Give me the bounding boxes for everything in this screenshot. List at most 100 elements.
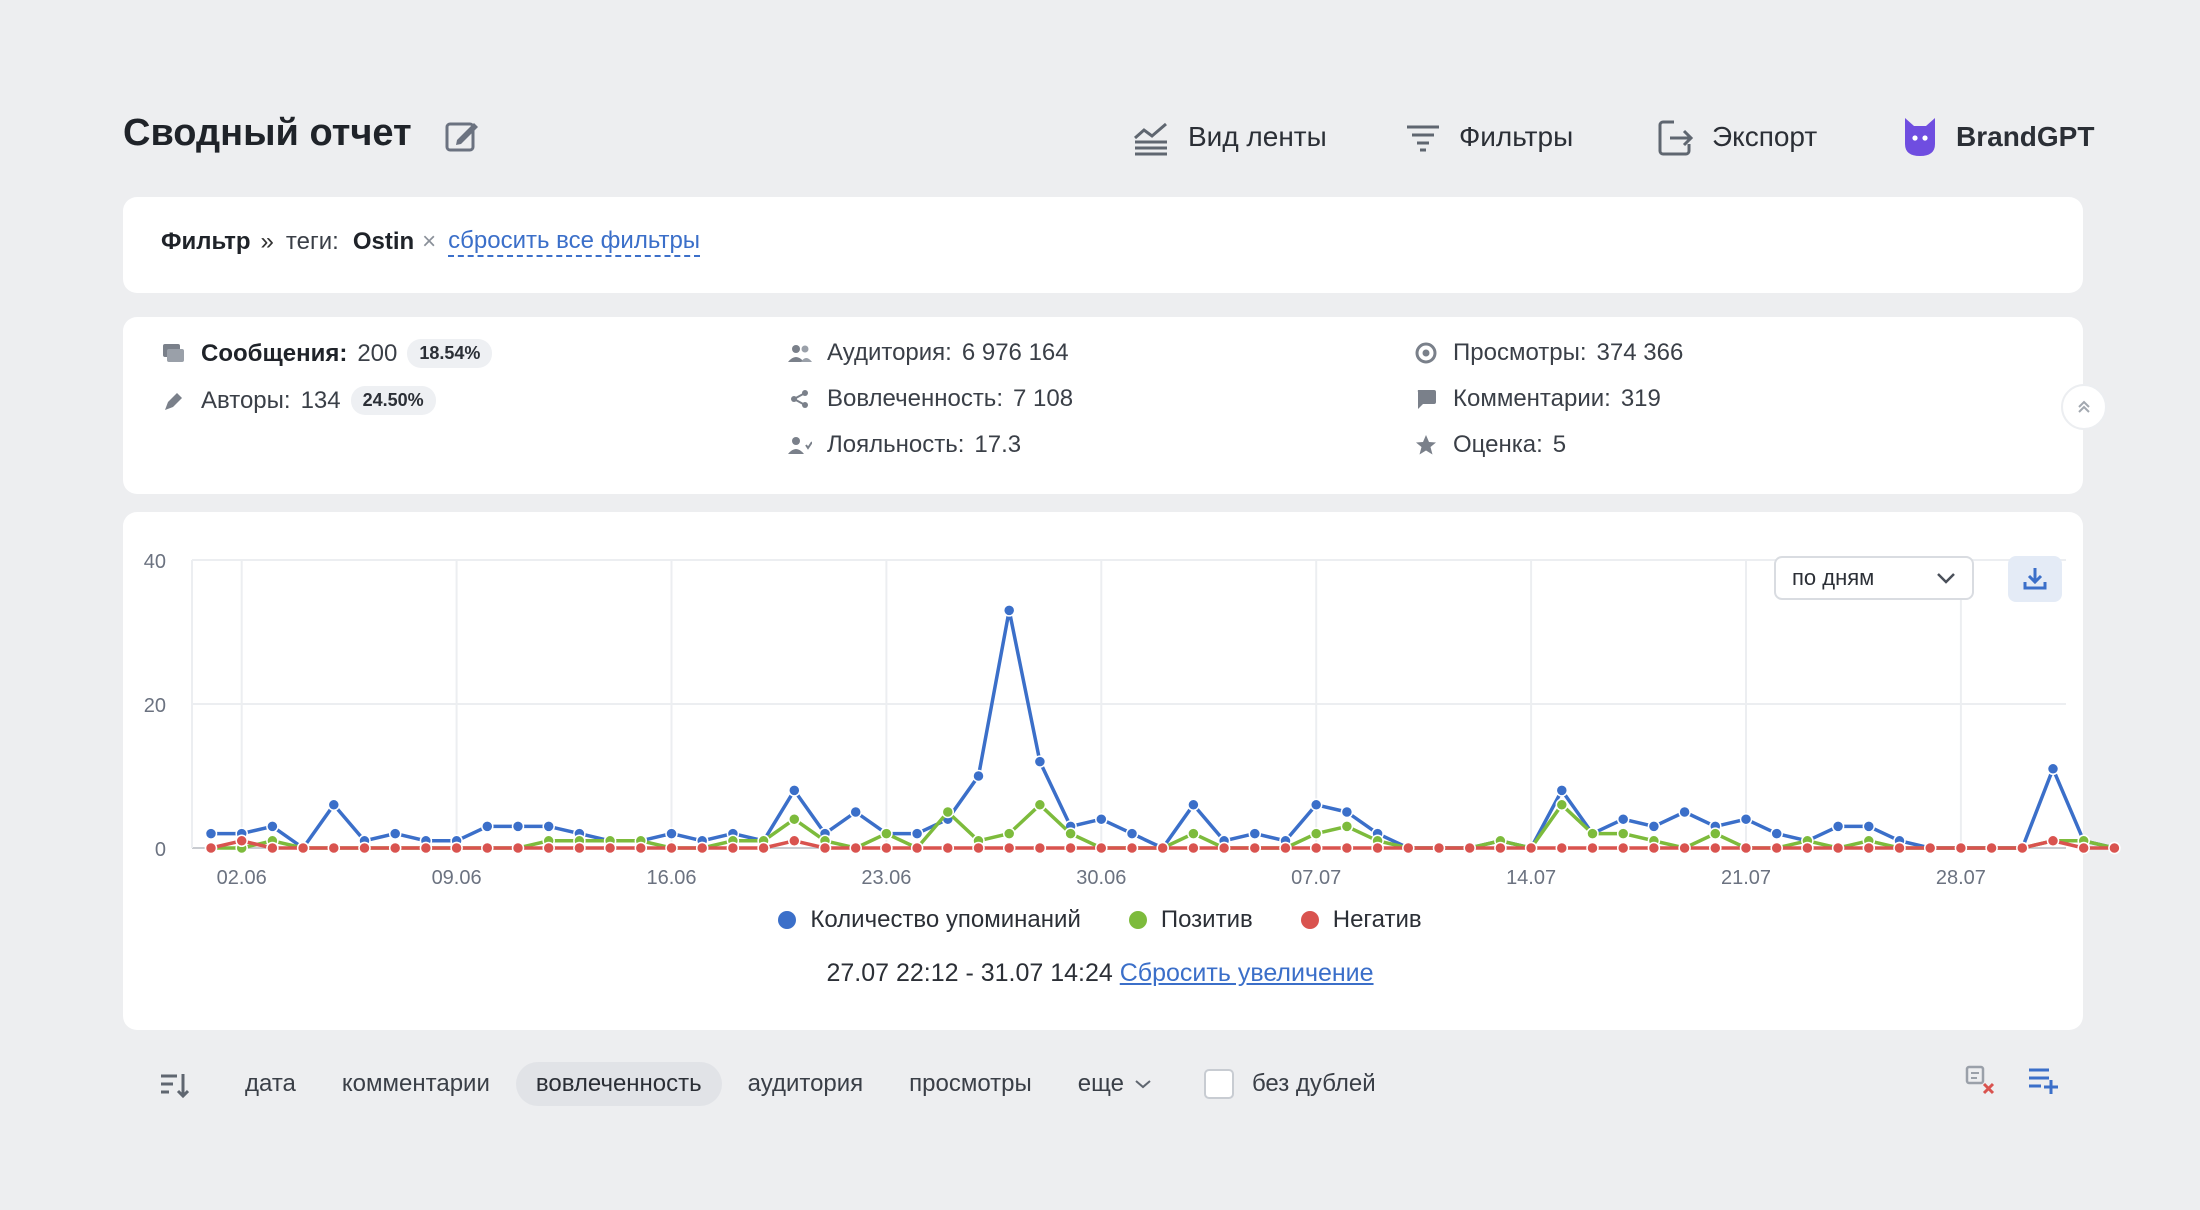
data-point-series-2: [941, 841, 955, 855]
x-tick-label: 16.06: [646, 867, 696, 889]
data-point-series-2: [1340, 841, 1354, 855]
data-point-series-1: [1616, 827, 1630, 840]
data-point-series-2: [1555, 841, 1569, 855]
data-point-series-0: [1831, 820, 1845, 833]
data-point-series-0: [2046, 762, 2060, 776]
sort-option[interactable]: аудитория: [747, 1070, 864, 1097]
data-point-series-2: [327, 841, 341, 855]
export-button[interactable]: Экспорт: [1658, 112, 1817, 162]
data-point-series-2: [665, 841, 678, 855]
data-point-series-1: [1709, 827, 1722, 840]
data-point-series-1: [1002, 827, 1016, 840]
data-point-series-2: [511, 841, 525, 855]
data-point-series-2: [1187, 841, 1200, 855]
data-point-series-0: [972, 769, 985, 783]
legend-mentions[interactable]: Количество упоминаний: [778, 906, 1081, 934]
legend-positive[interactable]: Позитив: [1128, 906, 1253, 934]
period-select[interactable]: по дням: [1774, 556, 1974, 600]
data-point-series-2: [1616, 841, 1630, 855]
data-point-series-0: [266, 820, 279, 833]
data-point-series-2: [450, 841, 463, 855]
feed-view-icon: [1134, 122, 1167, 156]
tag-value: Ostin: [352, 228, 415, 255]
data-point-series-2: [1524, 841, 1538, 855]
reset-filters-link[interactable]: сбросить все фильтры: [448, 227, 701, 257]
sort-order-icon[interactable]: [159, 1070, 189, 1100]
stat-loyalty: Лояльность: 17.3: [787, 431, 1021, 459]
add-to-list-icon[interactable]: [2027, 1064, 2059, 1096]
data-point-series-2: [695, 841, 709, 855]
edit-title-icon[interactable]: [443, 116, 483, 156]
download-chart-button[interactable]: [2008, 556, 2062, 602]
share-icon: [787, 386, 813, 412]
data-point-series-0: [1033, 755, 1047, 768]
series-line-0: [211, 608, 2115, 850]
data-point-series-2: [910, 841, 924, 855]
reset-zoom-link[interactable]: Сбросить увеличение: [1119, 959, 1374, 987]
filters-label: Фильтры: [1459, 121, 1574, 152]
data-point-series-0: [1002, 604, 1016, 617]
stat-comments: Комментарии: 319: [1413, 385, 1661, 413]
sort-option[interactable]: дата: [245, 1070, 296, 1097]
data-point-series-2: [757, 841, 770, 855]
data-point-series-0: [542, 820, 555, 833]
eye-icon: [1413, 340, 1439, 366]
sort-option[interactable]: просмотры: [909, 1070, 1032, 1097]
filter-arrow: »: [260, 228, 274, 255]
data-point-series-1: [1555, 798, 1569, 812]
feed-view-button[interactable]: Вид ленты: [1132, 112, 1327, 162]
loyalty-icon: [787, 432, 813, 458]
data-point-series-2: [1095, 841, 1108, 855]
legend-negative[interactable]: Негатив: [1300, 906, 1422, 934]
data-point-series-1: [941, 805, 955, 819]
y-tick-label: 0: [155, 839, 166, 861]
legend-mentions-dot: [778, 911, 797, 929]
brandgpt-logo-icon: [1905, 118, 1935, 156]
data-point-series-0: [327, 798, 341, 812]
star-icon: [1413, 432, 1439, 458]
stats-panel: Сообщения: 200 18.54% Авторы: 134 24.50%…: [123, 317, 2083, 494]
remove-tag-icon[interactable]: ×: [422, 228, 437, 255]
data-point-series-1: [1309, 827, 1323, 840]
data-point-series-2: [1002, 841, 1016, 855]
data-point-series-2: [1586, 841, 1599, 855]
data-point-series-2: [1893, 841, 1906, 855]
collapse-stats-button[interactable]: [2061, 384, 2107, 430]
data-point-series-0: [1095, 812, 1108, 826]
data-point-series-0: [1647, 820, 1661, 833]
data-point-series-2: [1831, 841, 1845, 855]
clear-filter-icon[interactable]: [1965, 1064, 1997, 1096]
no-duplicates-label[interactable]: без дублей: [1251, 1070, 1376, 1097]
data-point-series-2: [603, 841, 617, 855]
data-point-series-0: [1739, 812, 1753, 826]
data-point-series-1: [1340, 820, 1354, 833]
data-point-series-2: [1279, 841, 1292, 855]
filters-button[interactable]: Фильтры: [1405, 112, 1573, 162]
data-point-series-0: [1770, 827, 1783, 840]
data-point-series-0: [910, 827, 924, 840]
sort-bar: дата комментарии вовлеченность аудитория…: [123, 1060, 2083, 1108]
data-point-series-2: [296, 841, 310, 855]
sort-option[interactable]: комментарии: [341, 1070, 490, 1097]
brandgpt-button[interactable]: BrandGPT: [1902, 112, 2094, 162]
data-point-series-2: [2077, 841, 2090, 855]
data-point-series-2: [1125, 841, 1139, 855]
data-point-series-2: [1371, 841, 1384, 855]
sort-more-dropdown[interactable]: еще: [1058, 1062, 1172, 1106]
data-point-series-2: [818, 841, 832, 855]
data-point-series-0: [1340, 805, 1354, 819]
data-point-series-2: [358, 841, 371, 855]
tag-key: теги:: [285, 228, 339, 255]
no-duplicates-checkbox[interactable]: [1203, 1069, 1234, 1099]
data-point-series-2: [388, 841, 402, 855]
data-point-series-2: [481, 841, 494, 855]
legend-positive-dot: [1128, 911, 1147, 929]
stat-messages: Сообщения: 200 18.54%: [161, 339, 493, 368]
data-point-series-1: [880, 827, 893, 840]
data-point-series-2: [1156, 841, 1169, 855]
data-point-series-2: [1309, 841, 1323, 855]
data-point-series-0: [1125, 827, 1139, 840]
sort-option-active[interactable]: вовлеченность: [515, 1062, 722, 1106]
legend-negative-dot: [1300, 911, 1319, 929]
